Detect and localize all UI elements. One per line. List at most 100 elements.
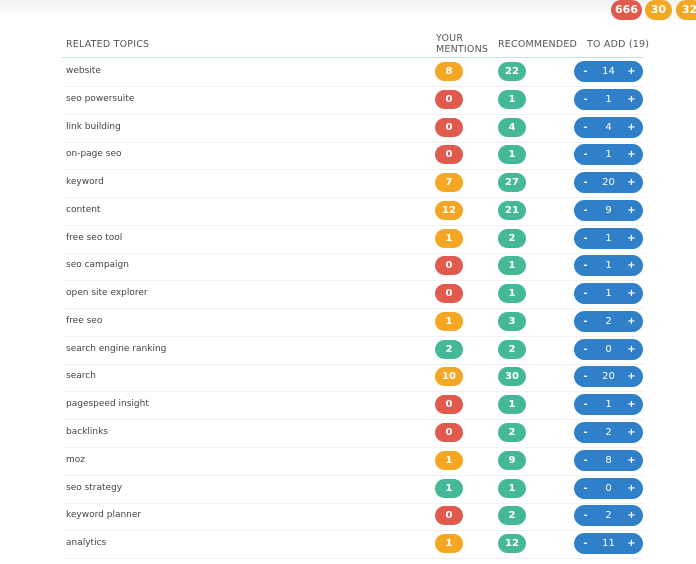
increment-button[interactable]: + [627, 177, 636, 189]
table-row: search 10 30 - 20 + [62, 364, 644, 393]
mentions-badge: 0 [435, 284, 463, 304]
decrement-button[interactable]: - [583, 510, 588, 522]
to-add-stepper[interactable]: - 0 + [574, 338, 643, 360]
to-add-stepper[interactable]: - 9 + [574, 199, 643, 221]
topic-label: keyword planner [66, 510, 142, 521]
table-row: free seo tool 1 2 - 1 + [62, 226, 644, 254]
to-add-stepper[interactable]: - 1 + [574, 227, 643, 249]
decrement-button[interactable]: - [583, 427, 588, 438]
mentions-badge: 0 [435, 89, 463, 109]
decrement-button[interactable]: - [583, 399, 588, 411]
decrement-button[interactable]: - [583, 315, 588, 327]
to-add-stepper[interactable]: - 20 + [574, 172, 643, 194]
mentions-badge: 1 [435, 534, 463, 554]
topic-label: free seo [66, 315, 103, 326]
recommended-badge: 1 [498, 145, 526, 165]
topic-label: open site explorer [66, 288, 148, 299]
recommended-badge: 30 [498, 367, 526, 387]
decrement-button[interactable]: - [583, 149, 588, 161]
mentions-badge: 0 [435, 506, 463, 526]
recommended-badge: 9 [498, 450, 526, 470]
table-row: keyword 7 27 - 20 + [62, 170, 644, 199]
increment-button[interactable]: + [627, 538, 636, 550]
decrement-button[interactable]: - [583, 232, 588, 244]
table-row: seo strategy 1 1 - 0 + [62, 476, 644, 504]
increment-button[interactable]: + [627, 315, 636, 327]
increment-button[interactable]: + [627, 260, 636, 272]
decrement-button[interactable]: - [583, 482, 588, 494]
increment-button[interactable]: + [627, 510, 636, 522]
recommended-badge: 1 [498, 478, 526, 498]
mentions-badge: 0 [435, 395, 463, 415]
recommended-badge: 2 [498, 228, 526, 248]
increment-button[interactable]: + [627, 204, 636, 216]
topic-label: seo campaign [66, 260, 129, 271]
increment-button[interactable]: + [627, 371, 636, 383]
decrement-button[interactable]: - [583, 204, 588, 216]
to-add-stepper[interactable]: - 11 + [574, 533, 643, 555]
table-row: content 12 21 - 9 + [62, 198, 644, 226]
decrement-button[interactable]: - [583, 66, 588, 77]
to-add-stepper[interactable]: - 2 + [574, 310, 643, 332]
decrement-button[interactable]: - [583, 260, 588, 272]
recommended-badge: 22 [498, 62, 526, 81]
to-add-stepper[interactable]: - 20 + [574, 366, 643, 388]
to-add-value: 1 [605, 93, 612, 105]
to-add-stepper[interactable]: - 4 + [574, 116, 643, 138]
count-badge: 32 [676, 0, 696, 20]
mentions-badge: 0 [435, 423, 463, 442]
to-add-value: 11 [602, 538, 615, 550]
topic-label: seo strategy [66, 482, 123, 493]
header-recommended: RECOMMENDED [498, 39, 578, 50]
to-add-value: 0 [605, 343, 612, 355]
increment-button[interactable]: + [627, 66, 636, 77]
mentions-badge: 8 [435, 62, 463, 81]
decrement-button[interactable]: - [583, 538, 588, 550]
increment-button[interactable]: + [627, 427, 636, 438]
decrement-button[interactable]: - [583, 288, 588, 300]
mentions-badge: 0 [435, 256, 463, 276]
table-row: search engine ranking 2 2 - 0 + [62, 337, 644, 365]
to-add-stepper[interactable]: - 2 + [574, 505, 643, 527]
to-add-stepper[interactable]: - 1 + [574, 283, 643, 305]
recommended-badge: 2 [498, 423, 526, 442]
recommended-badge: 27 [498, 173, 526, 193]
to-add-stepper[interactable]: - 1 + [574, 88, 643, 110]
increment-button[interactable]: + [627, 454, 636, 466]
recommended-badge: 3 [498, 311, 526, 331]
increment-button[interactable]: + [627, 482, 636, 494]
table-row: backlinks 0 2 - 2 + [62, 420, 644, 448]
header-divider [62, 57, 644, 58]
to-add-stepper[interactable]: - 1 + [574, 255, 643, 277]
topic-label: analytics [66, 538, 107, 549]
increment-button[interactable]: + [627, 232, 636, 244]
decrement-button[interactable]: - [583, 371, 588, 383]
mentions-badge: 1 [435, 450, 463, 470]
decrement-button[interactable]: - [583, 121, 588, 133]
to-add-stepper[interactable]: - 14 + [574, 61, 643, 82]
increment-button[interactable]: + [627, 288, 636, 300]
to-add-stepper[interactable]: - 1 + [574, 144, 643, 166]
to-add-stepper[interactable]: - 0 + [574, 477, 643, 499]
recommended-badge: 21 [498, 200, 526, 220]
decrement-button[interactable]: - [583, 93, 588, 105]
table-row: pagespeed insight 0 1 - 1 + [62, 392, 644, 421]
decrement-button[interactable]: - [583, 177, 588, 189]
increment-button[interactable]: + [627, 121, 636, 133]
increment-button[interactable]: + [627, 399, 636, 411]
increment-button[interactable]: + [627, 93, 636, 105]
to-add-stepper[interactable]: - 2 + [574, 422, 643, 443]
recommended-badge: 2 [498, 339, 526, 359]
increment-button[interactable]: + [627, 149, 636, 161]
header-mentions-line1: YOUR [436, 33, 464, 44]
mentions-badge: 1 [435, 228, 463, 248]
to-add-stepper[interactable]: - 8 + [574, 449, 643, 471]
table-row: seo campaign 0 1 - 1 + [62, 253, 644, 282]
table-row: seo powersuite 0 1 - 1 + [62, 87, 644, 115]
decrement-button[interactable]: - [583, 343, 588, 355]
decrement-button[interactable]: - [583, 454, 588, 466]
increment-button[interactable]: + [627, 343, 636, 355]
recommended-badge: 1 [498, 395, 526, 415]
table-row: analytics 1 12 - 11 + [62, 531, 644, 560]
to-add-stepper[interactable]: - 1 + [574, 394, 643, 416]
